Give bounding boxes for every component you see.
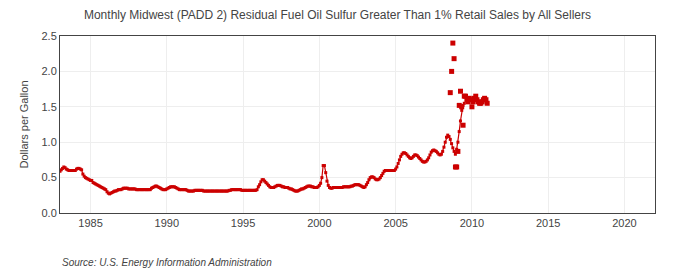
svg-text:2010: 2010 [460,217,484,229]
svg-text:2.5: 2.5 [42,30,57,42]
svg-text:2.0: 2.0 [42,65,57,77]
svg-text:Source: U.S. Energy Informatio: Source: U.S. Energy Information Administ… [62,257,272,268]
svg-text:1995: 1995 [231,217,255,229]
svg-text:1.0: 1.0 [42,136,57,148]
svg-text:1.5: 1.5 [42,101,57,113]
svg-text:1985: 1985 [78,217,102,229]
svg-text:Monthly Midwest (PADD 2) Resid: Monthly Midwest (PADD 2) Residual Fuel O… [84,8,591,22]
svg-text:0.0: 0.0 [42,207,57,219]
svg-text:0.5: 0.5 [42,171,57,183]
svg-text:2000: 2000 [307,217,331,229]
svg-text:2005: 2005 [383,217,407,229]
svg-text:2015: 2015 [536,217,560,229]
svg-text:1990: 1990 [155,217,179,229]
svg-text:2020: 2020 [612,217,636,229]
svg-text:Dollars per Gallon: Dollars per Gallon [18,80,30,168]
